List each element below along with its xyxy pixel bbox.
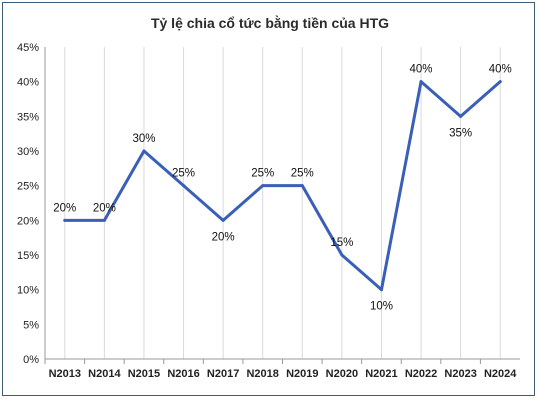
y-tick-label: 0% [23, 354, 39, 366]
x-tick-label: N2022 [405, 368, 437, 380]
gridlines [64, 47, 501, 359]
x-tick-label: N2017 [207, 368, 239, 380]
x-axis-ticks: N2013 N2014 N2015 N2016 N2017 N2018 N2019 N2020… [44, 359, 517, 380]
data-label-n2014: 20% [93, 202, 116, 214]
y-tick-label: 40% [17, 77, 39, 89]
data-point-n2023 [459, 114, 463, 118]
data-label-n2019: 25% [291, 168, 314, 180]
axes [44, 47, 520, 360]
y-tick-label: 5% [23, 319, 39, 331]
data-point-n2017 [221, 218, 225, 222]
x-tick-label: N2020 [326, 368, 358, 380]
data-label-n2013: 20% [53, 202, 76, 214]
data-point-n2021 [379, 288, 383, 292]
data-label-n2021: 10% [370, 301, 393, 313]
data-point-n2018 [261, 184, 265, 188]
x-tick-label: N2023 [444, 368, 476, 380]
y-axis-ticks: 0% 5% 10% 15% 20% 25% 30% 35% 40% 45% [17, 42, 39, 366]
x-tick-label: N2016 [167, 368, 199, 380]
y-tick-label: 25% [17, 181, 39, 193]
data-point-n2024 [498, 80, 502, 84]
data-point-n2015 [142, 149, 146, 153]
data-point-n2022 [419, 80, 423, 84]
data-label-n2015: 30% [132, 133, 155, 145]
data-label-n2020: 15% [330, 237, 353, 249]
data-point-n2019 [300, 184, 304, 188]
data-point-n2016 [182, 184, 186, 188]
x-tick-label: N2018 [246, 368, 278, 380]
series-group [63, 80, 502, 292]
x-tick-label: N2021 [365, 368, 397, 380]
data-labels: 20% 20% 30% 25% 20% 25% 25% 15% 10% 40% 35% 40% [53, 64, 511, 313]
y-tick-label: 35% [17, 111, 39, 123]
y-tick-label: 20% [17, 215, 39, 227]
data-point-n2020 [340, 253, 344, 257]
chart-title: Tỷ lệ chia cổ tức bằng tiền của HTG [151, 14, 389, 31]
x-tick-label: N2019 [286, 368, 318, 380]
data-label-n2016: 25% [172, 168, 195, 180]
data-label-n2017: 20% [212, 231, 235, 243]
data-label-n2018: 25% [251, 168, 274, 180]
x-tick-label: N2013 [49, 368, 81, 380]
x-tick-label: N2015 [128, 368, 160, 380]
y-tick-label: 15% [17, 250, 39, 262]
x-tick-label: N2014 [88, 368, 121, 380]
series-line [63, 80, 502, 292]
data-label-n2022: 40% [410, 64, 433, 76]
chart-frame [2, 2, 535, 396]
y-tick-label: 10% [17, 285, 39, 297]
data-label-n2024: 40% [489, 64, 512, 76]
x-tick-label: N2024 [484, 368, 517, 380]
data-point-n2013 [63, 218, 67, 222]
data-point-n2014 [102, 218, 106, 222]
y-tick-label: 30% [17, 146, 39, 158]
data-label-n2023: 35% [449, 127, 472, 139]
y-tick-label: 45% [17, 42, 39, 54]
